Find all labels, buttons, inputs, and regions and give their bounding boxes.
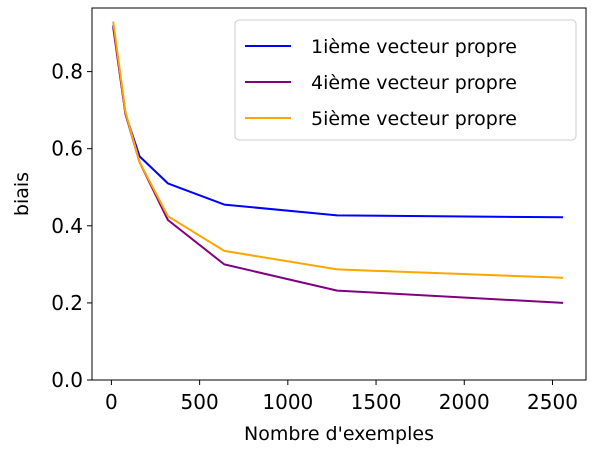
x-tick-label: 1500: [351, 390, 402, 414]
series-line-3: [112, 21, 564, 279]
x-axis-label: Nombre d'exemples: [244, 423, 434, 445]
y-tick-label: 0.8: [51, 60, 83, 84]
x-tick-label: 1000: [262, 390, 313, 414]
y-axis: 0.0 0.2 0.4 0.6 0.8: [51, 60, 92, 392]
legend: 1ième vecteur propre 4ième vecteur propre…: [234, 19, 577, 141]
x-tick-label: 500: [181, 390, 219, 414]
legend-label-3: 5ième vecteur propre: [311, 108, 517, 130]
y-tick-label: 0.6: [51, 137, 83, 161]
legend-label-1: 1ième vecteur propre: [311, 36, 517, 58]
x-tick-label: 2000: [439, 390, 490, 414]
x-axis: 0 500 1000 1500 2000 2500: [105, 380, 578, 414]
y-tick-label: 0.2: [51, 291, 83, 315]
y-tick-label: 0.4: [51, 214, 83, 238]
plot-frame: [91, 7, 587, 381]
y-tick-label: 0.0: [51, 368, 83, 392]
legend-box: [234, 19, 577, 141]
x-tick-label: 2500: [527, 390, 578, 414]
x-tick-label: 0: [105, 390, 118, 414]
plot-lines: [112, 21, 564, 304]
y-axis-label: biais: [11, 172, 33, 216]
legend-label-2: 4ième vecteur propre: [311, 72, 517, 94]
